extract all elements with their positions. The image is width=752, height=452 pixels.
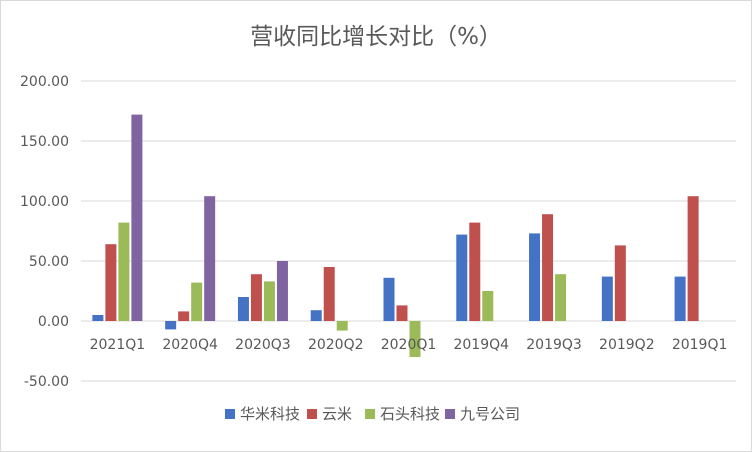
y-tick-label: -50.00 (24, 374, 69, 390)
legend-swatch (445, 409, 455, 419)
bar-2020Q2-石头科技 (336, 321, 348, 331)
bar-2020Q4-石头科技 (191, 282, 203, 321)
bar-2020Q1-云米 (396, 305, 408, 321)
bar-2019Q2-华米科技 (601, 276, 613, 321)
bar-2019Q4-华米科技 (456, 234, 468, 321)
legend-swatch (365, 409, 375, 419)
y-tick-label: 100.00 (20, 194, 69, 210)
legend-label: 云米 (322, 405, 352, 423)
bar-2020Q4-华米科技 (165, 321, 177, 330)
chart-title: 营收同比增长对比（%） (250, 24, 502, 50)
x-tick-label: 2019Q4 (453, 337, 509, 353)
x-axis-tick-labels: 2021Q1 2020Q4 2020Q3 2020Q2 2020Q1 2019Q4 2019… (90, 337, 728, 353)
bar-2019Q2-云米 (614, 245, 626, 321)
legend-label: 九号公司 (460, 405, 520, 423)
bar-2019Q1-华米科技 (674, 276, 686, 321)
legend-item: 云米 (307, 405, 352, 423)
y-tick-label: 200.00 (20, 74, 69, 90)
legend-item: 九号公司 (445, 405, 520, 423)
bar-2019Q3-云米 (542, 214, 554, 321)
bar-2020Q1-华米科技 (383, 277, 395, 321)
bar-2020Q4-九号公司 (204, 196, 216, 321)
bar-2019Q1-云米 (687, 196, 699, 321)
bar-2021Q1-华米科技 (92, 315, 104, 321)
x-tick-label: 2020Q1 (381, 337, 437, 353)
bar-2020Q3-云米 (250, 274, 262, 321)
bar-2019Q4-石头科技 (482, 291, 494, 321)
x-tick-label: 2020Q4 (162, 337, 218, 353)
bar-2020Q3-华米科技 (237, 297, 249, 321)
legend-swatch (225, 409, 235, 419)
legend-item: 华米科技 (225, 405, 300, 423)
bar-series (92, 114, 699, 357)
bar-2020Q4-云米 (178, 311, 190, 321)
bar-2019Q4-云米 (469, 222, 481, 321)
bar-2019Q3-华米科技 (529, 233, 541, 321)
bar-2020Q2-云米 (323, 267, 335, 321)
legend-label: 石头科技 (380, 405, 440, 423)
gridlines (81, 80, 736, 382)
x-tick-label: 2019Q2 (599, 337, 655, 353)
legend-item: 石头科技 (365, 405, 440, 423)
bar-2021Q1-九号公司 (131, 114, 143, 321)
bar-2019Q3-石头科技 (555, 274, 567, 321)
x-tick-label: 2019Q1 (672, 337, 728, 353)
x-tick-label: 2020Q3 (235, 337, 291, 353)
y-tick-label: 150.00 (20, 134, 69, 150)
legend-swatch (307, 409, 317, 419)
bar-2020Q2-华米科技 (310, 310, 322, 321)
bar-2020Q3-九号公司 (276, 261, 288, 321)
x-tick-label: 2020Q2 (308, 337, 364, 353)
y-tick-label: 0.00 (38, 314, 69, 330)
bar-2021Q1-云米 (105, 244, 117, 321)
bar-2020Q1-石头科技 (409, 321, 421, 357)
y-axis-tick-labels: -50.00 0.00 50.00 100.00 150.00 200.00 (20, 74, 69, 390)
legend-label: 华米科技 (240, 405, 300, 423)
bar-2021Q1-石头科技 (118, 222, 130, 321)
legend: 华米科技 云米 石头科技 九号公司 (225, 405, 520, 423)
bar-2020Q3-石头科技 (263, 281, 275, 321)
y-tick-label: 50.00 (29, 254, 69, 270)
x-tick-label: 2021Q1 (90, 337, 146, 353)
x-tick-label: 2019Q3 (526, 337, 582, 353)
